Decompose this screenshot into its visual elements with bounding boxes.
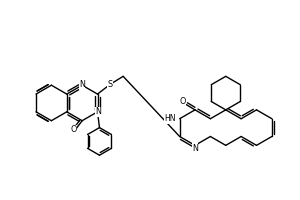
Text: N: N [96, 107, 101, 116]
Text: O: O [70, 125, 76, 134]
Text: N: N [192, 144, 198, 153]
Text: O: O [179, 97, 185, 106]
Text: HN: HN [164, 114, 176, 123]
Text: S: S [108, 80, 113, 89]
Text: N: N [79, 80, 85, 89]
